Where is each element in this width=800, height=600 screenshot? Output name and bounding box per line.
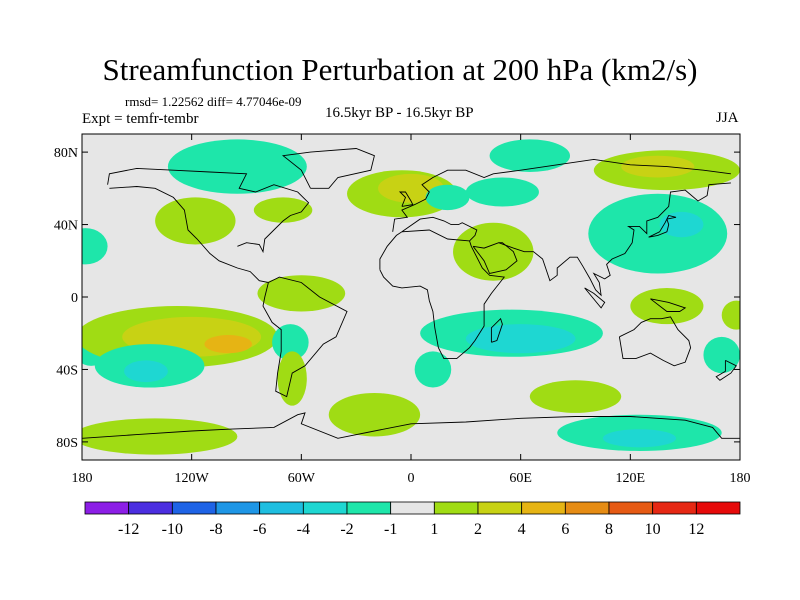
colorbar-box-5	[302, 501, 348, 515]
colorbar-box-11	[564, 501, 610, 515]
colorbar-label-3: -6	[253, 521, 266, 538]
rmsd-diff-label: rmsd= 1.22562 diff= 4.77046e-09	[125, 94, 302, 109]
colorbar-box-13	[652, 501, 697, 515]
coastline-3	[281, 148, 375, 189]
y-tick-label-2: 0	[71, 291, 78, 306]
anomaly-region-31	[630, 287, 704, 325]
colorbar-label-4: -4	[297, 521, 310, 538]
colorbar-box-3	[215, 501, 261, 515]
coastline-4	[392, 158, 731, 232]
anomaly-region-0	[82, 228, 108, 265]
colorbar-label-11: 8	[605, 521, 613, 538]
colorbar-box-7	[390, 501, 435, 515]
anomaly-region-32	[703, 336, 740, 374]
anomaly-region-18	[453, 222, 534, 281]
anomaly-region-2	[155, 197, 236, 245]
colorbar-box-10	[521, 501, 566, 515]
anomaly-region-10	[124, 360, 168, 383]
anomaly-region-24	[529, 380, 622, 413]
x-tick-label-1: 120W	[175, 471, 210, 486]
x-tick-label-6: 180	[730, 471, 751, 486]
coastline-12	[584, 287, 606, 309]
coastline-5	[379, 216, 478, 270]
anomaly-region-5	[257, 275, 346, 312]
coastline-7	[472, 242, 518, 275]
colorbar-label-2: -8	[209, 521, 222, 538]
colorbar-label-5: -2	[340, 521, 353, 538]
coastline-2	[107, 167, 310, 254]
colorbar-label-12: 10	[645, 521, 661, 538]
anomaly-region-8	[204, 335, 252, 354]
colorbar-box-12	[608, 501, 654, 515]
coastline-8	[498, 182, 731, 297]
chart-title: Streamfunction Perturbation at 200 hPa (…	[102, 52, 698, 87]
y-tick-label-3: 40S	[56, 363, 78, 378]
experiment-label: Expt = temfr-tembr	[82, 111, 199, 127]
anomaly-region-20	[489, 139, 571, 173]
anomaly-region-22	[465, 324, 576, 354]
colorbar-label-0: -12	[118, 521, 139, 538]
anomaly-region-26	[602, 429, 677, 448]
coastline-10	[82, 412, 740, 439]
coastlines	[82, 148, 740, 439]
colorbar: -12 -10 -8 -6 -4 -2 -1 1 2 4 6 8 10 12	[84, 501, 741, 538]
anomaly-region-3	[167, 139, 307, 194]
colorbar-label-8: 2	[474, 521, 482, 538]
coastline-13	[648, 214, 677, 238]
x-tick-label-3: 0	[408, 471, 415, 486]
coastline-1	[262, 276, 348, 398]
colorbar-label-9: 4	[518, 521, 526, 538]
colorbar-label-13: 12	[688, 521, 704, 538]
x-tick-label-0: 180	[72, 471, 93, 486]
coastline-6	[379, 240, 506, 360]
x-tick-label-4: 60E	[509, 471, 532, 486]
colorbar-box-4	[259, 501, 304, 515]
colorbar-box-9	[477, 501, 523, 515]
colorbar-box-14	[695, 501, 741, 515]
coastline-14	[650, 298, 687, 312]
colorbar-box-8	[433, 501, 479, 515]
anomaly-region-19	[465, 177, 539, 207]
colorbar-box-1	[128, 501, 173, 515]
colorbar-label-6: -1	[384, 521, 397, 538]
colorbar-label-10: 6	[561, 521, 569, 538]
colorbar-box-2	[171, 501, 217, 515]
y-tick-label-4: 80S	[56, 436, 78, 451]
anomaly-region-33	[721, 300, 740, 330]
x-tick-label-5: 120E	[616, 471, 646, 486]
colorbar-label-1: -10	[162, 521, 183, 538]
anomaly-region-14	[328, 392, 421, 437]
anomaly-region-4	[253, 197, 313, 223]
period-label: 16.5kyr BP - 16.5kyr BP	[325, 105, 474, 121]
anomaly-region-23	[414, 351, 452, 388]
y-tick-label-0: 80N	[54, 146, 78, 161]
coastline-11	[490, 317, 503, 343]
x-tick-label-2: 60W	[288, 471, 316, 486]
coastline-16	[715, 359, 737, 381]
season-label: JJA	[716, 110, 739, 126]
coastline-15	[398, 191, 414, 207]
anomaly-region-12	[277, 351, 307, 406]
y-tick-label-1: 40N	[54, 219, 78, 234]
coastline-9	[618, 316, 692, 367]
colorbar-box-6	[346, 501, 392, 515]
anomaly-region-17	[425, 184, 470, 211]
anomaly-region-30	[659, 211, 704, 238]
coastline-0	[109, 186, 269, 283]
colorbar-box-0	[84, 501, 130, 515]
anomaly-region-13	[82, 418, 238, 455]
colorbar-label-7: 1	[430, 521, 438, 538]
